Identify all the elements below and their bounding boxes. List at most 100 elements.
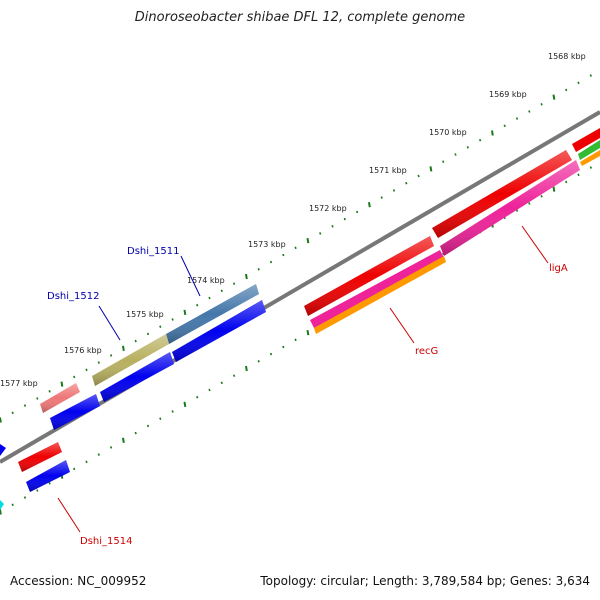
major-tick bbox=[183, 401, 187, 408]
tick-label: 1570 kbp bbox=[429, 128, 467, 137]
minor-tick bbox=[282, 345, 285, 349]
feature-dshi_1512-forward[interactable] bbox=[92, 334, 169, 386]
minor-tick bbox=[48, 482, 51, 485]
minor-tick bbox=[196, 303, 199, 307]
minor-tick bbox=[269, 352, 273, 356]
minor-tick bbox=[159, 325, 162, 328]
minor-tick bbox=[196, 395, 199, 399]
major-tick bbox=[552, 186, 556, 192]
minor-tick bbox=[565, 180, 568, 184]
minor-tick bbox=[343, 217, 346, 221]
map-title: Dinoroseobacter shibae DFL 12, complete … bbox=[134, 10, 466, 25]
minor-tick bbox=[454, 153, 457, 156]
pointer-dshi_1512 bbox=[98, 305, 121, 341]
minor-tick bbox=[171, 318, 174, 321]
pointer-dshi_1511 bbox=[180, 255, 201, 297]
feature-blue-reverse-2[interactable] bbox=[100, 352, 174, 402]
minor-tick bbox=[36, 397, 39, 400]
feature-red-forward-2[interactable] bbox=[432, 150, 572, 238]
major-tick bbox=[0, 417, 2, 423]
major-tick bbox=[306, 329, 310, 336]
major-tick bbox=[245, 365, 248, 372]
label-dshi_1514[interactable]: Dshi_1514 bbox=[80, 536, 132, 547]
feature-red-forward-3[interactable] bbox=[572, 128, 600, 152]
minor-tick bbox=[232, 282, 236, 285]
minor-tick bbox=[109, 446, 113, 449]
minor-tick bbox=[577, 81, 580, 85]
feature-red-forward-4[interactable] bbox=[18, 442, 62, 472]
major-tick bbox=[306, 237, 310, 244]
minor-tick bbox=[171, 410, 174, 413]
minor-tick bbox=[23, 496, 27, 499]
pointer-recg bbox=[389, 307, 415, 344]
tick-label: 1576 kbp bbox=[64, 346, 102, 355]
minor-tick bbox=[97, 453, 100, 456]
minor-tick bbox=[146, 332, 150, 336]
minor-tick bbox=[528, 202, 531, 205]
minor-tick bbox=[109, 354, 113, 357]
minor-tick bbox=[528, 110, 531, 113]
minor-tick bbox=[282, 253, 285, 257]
tick-label: 1575 kbp bbox=[126, 310, 164, 319]
minor-tick bbox=[208, 296, 211, 300]
label-dshi_1512[interactable]: Dshi_1512 bbox=[47, 291, 99, 302]
major-tick bbox=[245, 273, 248, 280]
minor-tick bbox=[417, 174, 420, 178]
minor-tick bbox=[294, 246, 297, 250]
minor-tick bbox=[589, 166, 592, 169]
feature-recg-orange[interactable] bbox=[314, 256, 446, 334]
minor-tick bbox=[577, 173, 580, 177]
minor-tick bbox=[257, 360, 260, 363]
minor-tick bbox=[319, 232, 322, 235]
feature-blue-reverse-3[interactable] bbox=[50, 394, 100, 430]
minor-tick bbox=[503, 124, 506, 128]
feature-blue-reverse-4[interactable] bbox=[26, 460, 70, 492]
minor-tick bbox=[540, 103, 543, 106]
genome-backbone bbox=[0, 110, 600, 464]
minor-tick bbox=[294, 338, 297, 342]
feature-dshi_1511-forward[interactable] bbox=[166, 284, 259, 344]
minor-tick bbox=[36, 489, 39, 492]
feature-salmon-forward[interactable] bbox=[40, 383, 80, 413]
minor-tick bbox=[146, 424, 150, 428]
minor-tick bbox=[134, 339, 137, 343]
minor-tick bbox=[515, 117, 519, 120]
minor-tick bbox=[269, 260, 273, 264]
label-recg[interactable]: recG bbox=[415, 346, 438, 357]
tick-labels: 1568 kbp 1569 kbp 1570 kbp 1571 kbp 1572 kbp… bbox=[0, 52, 586, 388]
feature-cyan-edge[interactable] bbox=[0, 500, 4, 510]
minor-tick bbox=[23, 404, 27, 407]
minor-tick bbox=[159, 417, 162, 420]
tick-label: 1573 kbp bbox=[248, 240, 286, 249]
feature-blue-left-edge[interactable] bbox=[0, 444, 6, 456]
pointer-dshi_1514 bbox=[57, 497, 81, 533]
minor-tick bbox=[220, 289, 223, 293]
label-liga[interactable]: ligA bbox=[549, 263, 568, 274]
feature-liga[interactable] bbox=[440, 160, 580, 256]
feature-blue-reverse-1[interactable] bbox=[172, 300, 266, 362]
feature-green-edge[interactable] bbox=[578, 140, 600, 166]
major-tick bbox=[0, 509, 2, 515]
tick-label: 1571 kbp bbox=[369, 166, 407, 175]
minor-tick bbox=[442, 160, 445, 163]
minor-tick bbox=[565, 88, 568, 92]
major-tick bbox=[122, 345, 125, 351]
minor-tick bbox=[380, 196, 383, 199]
minor-tick bbox=[405, 181, 408, 185]
minor-tick bbox=[11, 411, 14, 415]
tick-label: 1569 kbp bbox=[489, 90, 527, 99]
tick-label: 1572 kbp bbox=[309, 204, 347, 213]
major-tick bbox=[491, 130, 494, 136]
major-tick bbox=[552, 94, 556, 100]
minor-tick bbox=[85, 460, 88, 464]
minor-tick bbox=[73, 375, 76, 379]
label-dshi_1511[interactable]: Dshi_1511 bbox=[127, 246, 179, 257]
minor-tick bbox=[73, 467, 76, 471]
minor-tick bbox=[466, 146, 469, 149]
minor-tick bbox=[11, 503, 14, 507]
feature-red-forward-1[interactable] bbox=[304, 236, 434, 316]
minor-tick bbox=[355, 210, 359, 214]
feature-recg-pink[interactable] bbox=[310, 250, 444, 328]
tick-label: 1574 kbp bbox=[187, 276, 225, 285]
